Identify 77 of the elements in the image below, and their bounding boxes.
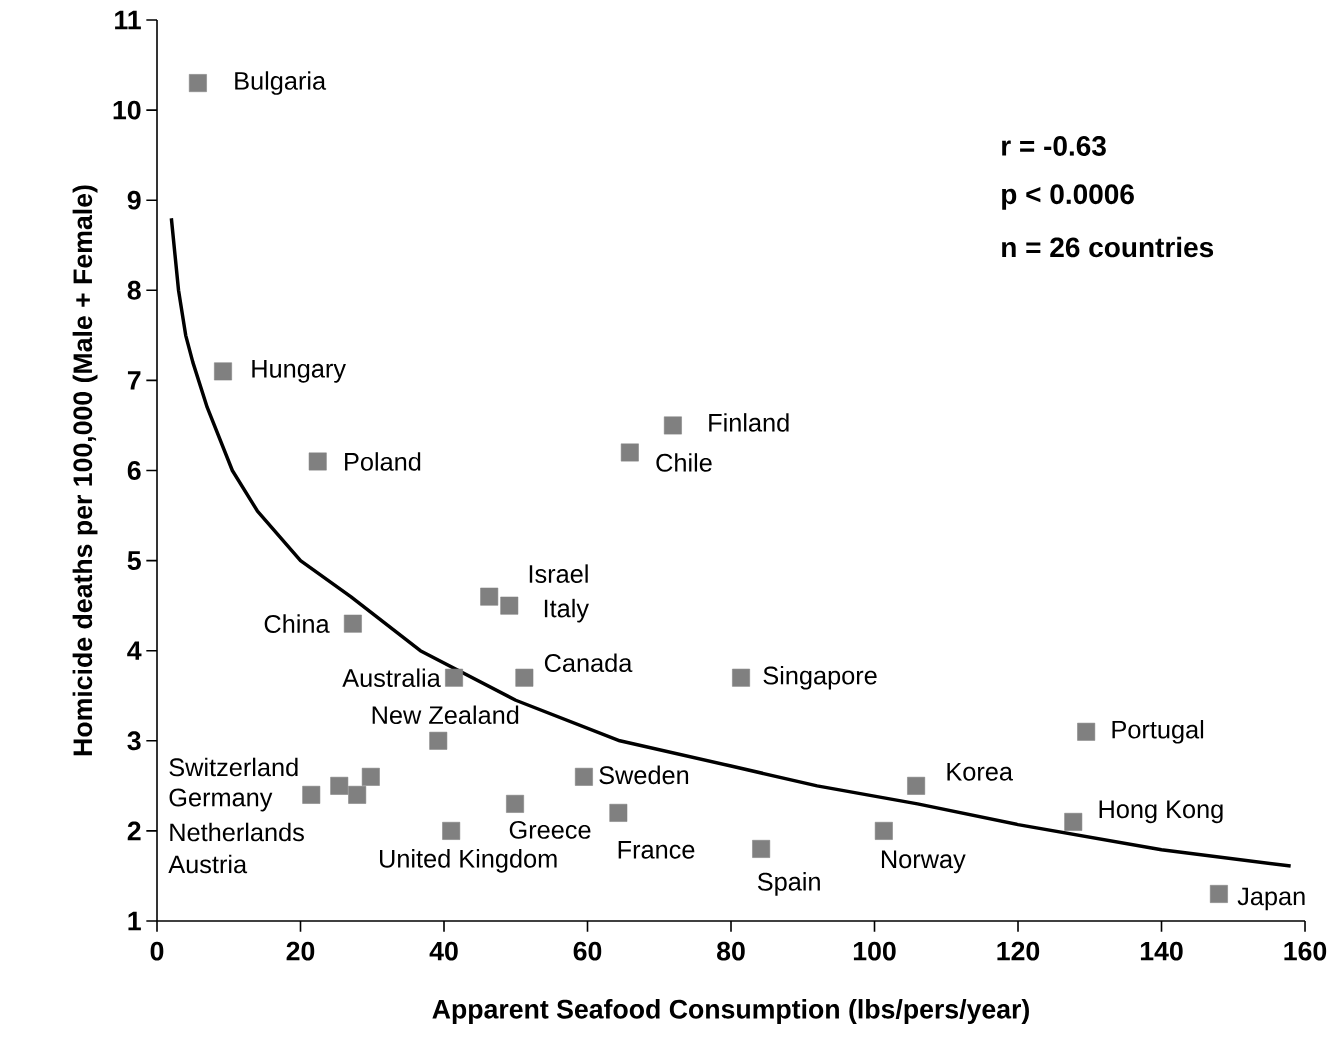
annotation: Switzerland <box>169 757 298 777</box>
point <box>330 776 349 795</box>
y-tick-label: 1 <box>128 911 141 931</box>
annotation: China <box>264 614 330 633</box>
x-tick-label: 80 <box>717 941 745 961</box>
annotation: Austria <box>168 854 248 874</box>
x-axis-title: Apparent Seafood Consumption (lbs/pers/year) <box>432 999 1029 1024</box>
point <box>663 416 682 435</box>
point <box>302 785 321 804</box>
annotation: Germany <box>169 788 273 812</box>
annotation: p < 0.0006 <box>1002 184 1134 210</box>
point <box>732 668 750 687</box>
y-tick-label: 5 <box>127 551 141 570</box>
point <box>480 587 499 606</box>
annotation: Poland <box>345 452 421 471</box>
point <box>1064 812 1083 831</box>
point <box>343 614 362 633</box>
annotation: n = 26 countries <box>1002 236 1214 258</box>
point <box>907 776 926 795</box>
annotation: Portugal <box>1112 719 1204 744</box>
y-tick-label: 3 <box>127 731 141 751</box>
point <box>574 767 593 786</box>
y-tick-label: 8 <box>127 280 141 300</box>
point <box>429 731 448 750</box>
point <box>214 362 232 381</box>
point <box>515 668 534 687</box>
point <box>348 785 367 804</box>
annotation: Netherlands <box>170 822 304 842</box>
x-tick-label: 60 <box>573 941 602 961</box>
point <box>752 839 771 858</box>
x-tick-label: 0 <box>150 941 164 961</box>
x-tick-label: 20 <box>286 941 315 961</box>
point <box>500 596 519 615</box>
annotation: Italy <box>544 598 589 623</box>
x-tick-label: 40 <box>429 941 458 961</box>
annotation: Singapore <box>763 665 877 690</box>
annotation: Hong Kong <box>1099 800 1223 824</box>
annotation: Norway <box>881 850 966 874</box>
annotation: New Zealand <box>372 705 519 725</box>
point <box>609 803 628 822</box>
annotation: Finland <box>709 413 789 432</box>
y-tick-label: 7 <box>127 371 141 390</box>
x-tick-label: 160 <box>1284 941 1327 961</box>
y-axis-title: Homicide deaths per 100,000 (Male + Female) <box>72 185 98 756</box>
point <box>188 74 207 92</box>
y-tick-label: 9 <box>127 190 141 210</box>
point <box>620 443 639 462</box>
point <box>308 452 327 471</box>
annotation: r = -0.63 <box>1002 136 1106 156</box>
y-tick-label: 6 <box>127 461 141 480</box>
y-tick-label: 10 <box>113 100 141 120</box>
annotation: Hungary <box>252 360 346 383</box>
point <box>442 821 461 840</box>
annotation: Bulgaria <box>235 71 327 95</box>
point <box>445 668 463 687</box>
x-tick-label: 140 <box>1140 941 1183 961</box>
annotation: France <box>618 841 695 859</box>
annotation: Sweden <box>599 765 689 785</box>
point <box>506 794 524 813</box>
y-tick-label: 4 <box>127 641 142 660</box>
annotation: Japan <box>1237 887 1305 911</box>
annotation: United Kingdom <box>380 849 557 873</box>
annotation: Chile <box>656 453 712 472</box>
point <box>1077 722 1096 741</box>
annotation: Spain <box>757 872 820 896</box>
annotation: Australia <box>342 668 441 688</box>
point <box>361 767 380 786</box>
y-tick-label: 2 <box>127 821 141 841</box>
annotation: Israel <box>529 564 588 583</box>
annotation: Greece <box>509 820 591 839</box>
point <box>874 821 893 840</box>
y-tick-label: 11 <box>115 10 141 30</box>
x-tick-label: 100 <box>853 941 896 961</box>
x-tick-label: 120 <box>997 941 1040 961</box>
annotation: Korea <box>947 763 1013 781</box>
point <box>1209 885 1228 903</box>
annotation: Canada <box>544 653 633 673</box>
